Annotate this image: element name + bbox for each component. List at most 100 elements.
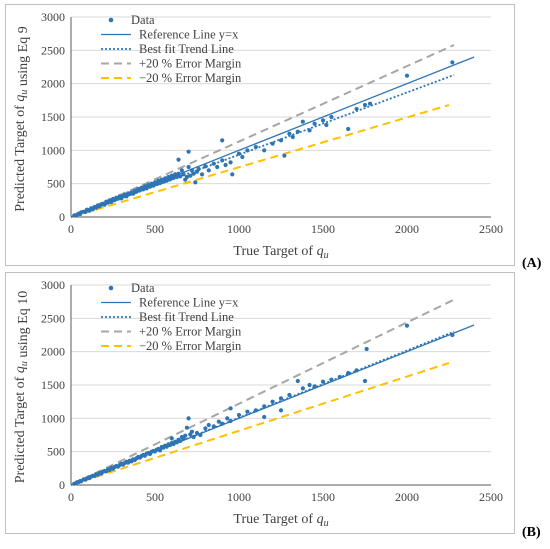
chart-a-data-point bbox=[346, 126, 351, 132]
chart-a-data-point bbox=[236, 151, 242, 156]
chart-b-y-tick-label: 3000 bbox=[41, 278, 65, 292]
chart-a-data-point bbox=[161, 179, 166, 184]
chart-a-data-point bbox=[174, 174, 179, 180]
chart-a-data-point bbox=[168, 177, 173, 182]
chart-a-data-point bbox=[186, 164, 191, 170]
chart-b-data-point bbox=[253, 408, 258, 413]
chart-b-y-tick-label: 2500 bbox=[41, 311, 65, 325]
chart-b-data-point bbox=[329, 377, 334, 382]
chart-a-data-point bbox=[230, 172, 235, 177]
chart-a-data-point bbox=[181, 172, 186, 177]
chart-a-data-point bbox=[245, 148, 250, 153]
chart-b-data-point bbox=[337, 374, 342, 380]
chart-a-data-point bbox=[199, 172, 205, 177]
chart-a-legend-label: +20 % Error Margin bbox=[139, 57, 242, 71]
chart-a-data-point bbox=[282, 153, 287, 158]
chart-b-x-tick-label: 1500 bbox=[311, 490, 335, 504]
chart-a-legend-swatch-data bbox=[108, 17, 114, 23]
chart-b-data-point bbox=[225, 416, 230, 421]
chart-a-data-point bbox=[329, 114, 334, 120]
chart-a-y-tick-label: 2500 bbox=[41, 43, 65, 57]
chart-a-legend-label: Data bbox=[131, 13, 155, 27]
chart-b-data-point bbox=[262, 404, 267, 409]
chart-b-data-point bbox=[270, 399, 275, 404]
chart-a-x-tick-label: 500 bbox=[146, 222, 164, 236]
chart-a-data-point bbox=[324, 122, 329, 128]
chart-a-y-tick-label: 1000 bbox=[41, 143, 65, 157]
chart-a-data-point bbox=[312, 121, 317, 126]
chart-b-data-point bbox=[178, 438, 183, 444]
chart-a-y-axis-label: Predicted Target of qu using Eq 9 bbox=[13, 26, 31, 211]
chart-a-data-point bbox=[189, 168, 195, 173]
chart-a-data-point bbox=[179, 168, 184, 173]
chart-a-data-point bbox=[215, 164, 220, 170]
chart-a-data-point bbox=[450, 60, 455, 65]
chart-a-data-point bbox=[184, 174, 190, 180]
chart-a-data-point bbox=[262, 148, 267, 153]
chart-a-data-point bbox=[220, 138, 225, 143]
chart-a-y-tick-label: 3000 bbox=[41, 10, 65, 24]
chart-b-y-tick-label: 500 bbox=[47, 445, 65, 459]
chart-a-y-tick-label: 1500 bbox=[41, 110, 65, 124]
chart-a-data-point bbox=[307, 128, 312, 133]
chart-b-data-point bbox=[312, 384, 317, 389]
chart-a-data-point bbox=[186, 149, 191, 154]
chart-a-data-point bbox=[191, 171, 196, 176]
chart-b-data-point bbox=[295, 378, 300, 384]
chart-a-data-point bbox=[178, 174, 183, 179]
chart-a-x-tick-label: 1500 bbox=[311, 222, 335, 236]
chart-b-x-tick-label: 1000 bbox=[227, 490, 251, 504]
chart-a-plus20-line bbox=[70, 44, 455, 218]
chart-a-x-tick-label: 0 bbox=[68, 222, 74, 236]
chart-b-data-point bbox=[346, 370, 351, 376]
chart-a-data-point bbox=[223, 162, 228, 168]
chart-b-data-point bbox=[184, 425, 190, 430]
panel-label-a: (A) bbox=[522, 256, 542, 271]
chart-a-data-point bbox=[203, 164, 208, 169]
chart-a-trend-line bbox=[70, 74, 455, 218]
chart-b-data-point bbox=[228, 406, 233, 411]
chart-panel-b: 0 500 1000 1500 2000 2500 3000 0 500 1000 1500 2000… bbox=[5, 272, 515, 534]
chart-a-data-point bbox=[287, 131, 292, 136]
chart-b-data-point bbox=[191, 434, 196, 440]
chart-b-data-point bbox=[354, 368, 359, 373]
chart-a-data-point bbox=[300, 119, 305, 124]
chart-b-data-point bbox=[404, 323, 410, 328]
panel-label-b: (B) bbox=[522, 525, 541, 540]
chart-a-data-point bbox=[144, 186, 149, 191]
chart-b-data-point bbox=[362, 378, 368, 384]
chart-b-data-point bbox=[169, 436, 174, 441]
chart-a-legend-label: Best fit Trend Line bbox=[139, 42, 234, 56]
chart-b-x-axis-label: True Target of qu bbox=[233, 512, 328, 529]
chart-b-data-point bbox=[364, 346, 369, 352]
chart-b-x-tick-label: 0 bbox=[68, 490, 74, 504]
chart-a-data-point bbox=[154, 181, 159, 187]
chart-a-data-point bbox=[278, 138, 284, 143]
chart-b-y-tick-label: 0 bbox=[59, 478, 65, 492]
chart-a-data-point bbox=[188, 173, 193, 178]
chart-b-data-point bbox=[300, 386, 305, 391]
chart-a-y-tick-label: 2000 bbox=[41, 77, 65, 91]
chart-a-svg: 0 500 1000 1500 2000 2500 3000 0 500 1000 1500 2000… bbox=[13, 10, 503, 261]
chart-b-data-point bbox=[183, 433, 188, 438]
chart-a-data-point bbox=[290, 134, 295, 140]
chart-a-data-point bbox=[295, 129, 300, 134]
chart-b-data-point bbox=[287, 392, 292, 398]
chart-b-data-point bbox=[220, 421, 225, 426]
chart-a-data-point bbox=[253, 144, 258, 150]
chart-panel-a: 0 500 1000 1500 2000 2500 3000 0 500 1000 1500 2000… bbox=[5, 4, 515, 266]
chart-a-y-tick-label: 0 bbox=[59, 210, 65, 224]
chart-b-svg: 0 500 1000 1500 2000 2500 3000 0 500 1000 1500 2000… bbox=[13, 278, 503, 529]
chart-a-x-tick-label: 1000 bbox=[227, 222, 251, 236]
chart-a-legend-label: −20 % Error Margin bbox=[139, 71, 242, 85]
chart-a-data-point bbox=[367, 101, 373, 106]
chart-b-y-tick-label: 1000 bbox=[41, 411, 65, 425]
chart-b-data-point bbox=[320, 379, 326, 384]
chart-a-legend-label: Reference Line y=x bbox=[139, 28, 239, 42]
chart-b-data-point bbox=[216, 419, 221, 424]
chart-b-legend-label: Best fit Trend Line bbox=[139, 310, 234, 324]
chart-b-plus20-line bbox=[70, 298, 455, 486]
chart-b-data-point bbox=[245, 409, 250, 414]
chart-a-data-point bbox=[176, 157, 181, 162]
chart-b-data-point bbox=[307, 382, 312, 388]
